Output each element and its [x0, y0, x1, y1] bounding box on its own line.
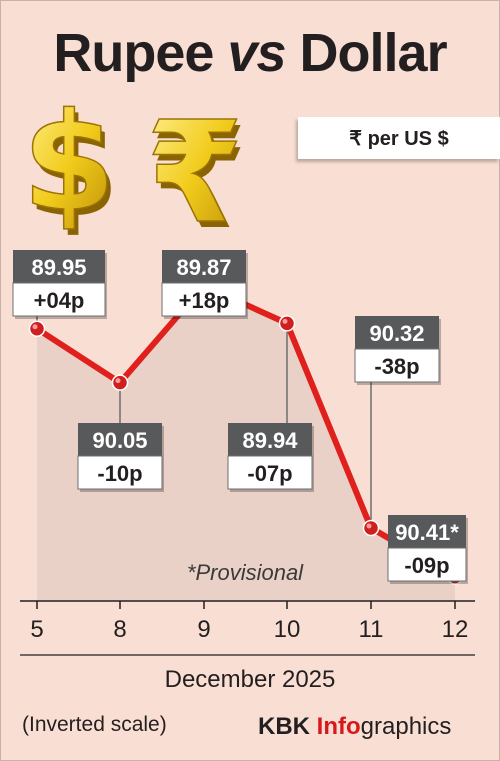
x-axis-title: December 2025	[164, 666, 336, 693]
value-label: 90.41*	[395, 520, 459, 545]
credit: KBK Infographics	[258, 713, 451, 741]
data-point-highlight	[32, 324, 38, 330]
value-box	[162, 250, 246, 283]
x-tick-label: 9	[197, 616, 210, 643]
value-box	[78, 423, 162, 456]
svg-text:$: $	[26, 95, 120, 240]
title-part-dollar: Dollar	[299, 23, 448, 83]
value-label: 89.95	[31, 255, 86, 280]
value-label: 90.32	[369, 321, 424, 346]
x-tick-label: 10	[274, 616, 301, 643]
svg-text:₹: ₹	[150, 98, 247, 240]
rupee-sign-icon: ₹ ₹	[145, 91, 247, 261]
value-box	[13, 250, 105, 283]
scale-note: (Inverted scale)	[22, 713, 167, 736]
data-point	[111, 374, 129, 391]
credit-rest: graphics	[360, 713, 452, 740]
value-box	[388, 515, 466, 548]
change-box	[77, 455, 163, 490]
svg-text:₹: ₹	[146, 95, 243, 240]
change-box	[227, 455, 313, 490]
currency-icons: $ $ ₹ ₹	[21, 83, 282, 261]
x-tick-label: 12	[442, 616, 469, 643]
value-box	[355, 316, 439, 349]
change-label: -09p	[404, 553, 449, 578]
change-label: -10p	[97, 461, 142, 486]
data-point	[278, 315, 296, 332]
x-tick-label: 8	[113, 616, 126, 643]
change-label: +04p	[34, 288, 85, 313]
change-box	[161, 282, 247, 317]
change-label: -07p	[247, 461, 292, 486]
data-point	[362, 519, 380, 537]
data-point-highlight	[366, 523, 372, 529]
x-tick-label: 11	[359, 616, 384, 643]
value-label: 89.87	[176, 255, 231, 280]
change-box	[12, 282, 106, 317]
credit-accent: Info	[316, 713, 361, 740]
value-label: 90.05	[92, 428, 147, 453]
change-box	[387, 547, 467, 582]
page-title: Rupee vs Dollar	[0, 22, 500, 84]
credit-brand: KBK	[258, 713, 310, 740]
title-part-vs: vs	[227, 23, 286, 83]
value-label: 89.94	[242, 428, 298, 453]
value-box	[228, 423, 312, 456]
data-point-highlight	[115, 378, 121, 384]
x-tick-label: 5	[30, 616, 43, 643]
data-point-highlight	[282, 318, 288, 324]
svg-text:$: $	[22, 95, 116, 240]
provisional-footnote: *Provisional	[187, 560, 304, 585]
change-box	[354, 348, 440, 383]
data-point	[28, 320, 46, 338]
change-label: -38p	[374, 354, 419, 379]
unit-label: ₹ per US $	[298, 117, 500, 159]
change-label: +18p	[179, 288, 230, 313]
title-part-rupee: Rupee	[53, 23, 214, 83]
dollar-sign-icon: $ $	[21, 83, 120, 247]
